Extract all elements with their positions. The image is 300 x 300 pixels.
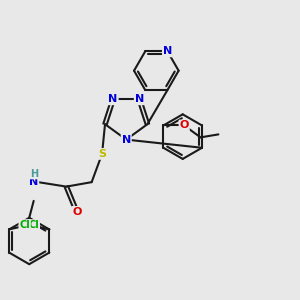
Text: O: O (179, 121, 189, 130)
Text: S: S (98, 149, 106, 159)
Text: N: N (135, 94, 144, 104)
Text: Cl: Cl (19, 220, 30, 230)
Text: N: N (163, 46, 172, 56)
Text: N: N (122, 135, 131, 145)
Text: N: N (109, 94, 118, 104)
Text: Cl: Cl (28, 220, 39, 230)
Text: N: N (29, 177, 38, 187)
Text: O: O (72, 207, 82, 217)
Text: H: H (30, 169, 38, 179)
